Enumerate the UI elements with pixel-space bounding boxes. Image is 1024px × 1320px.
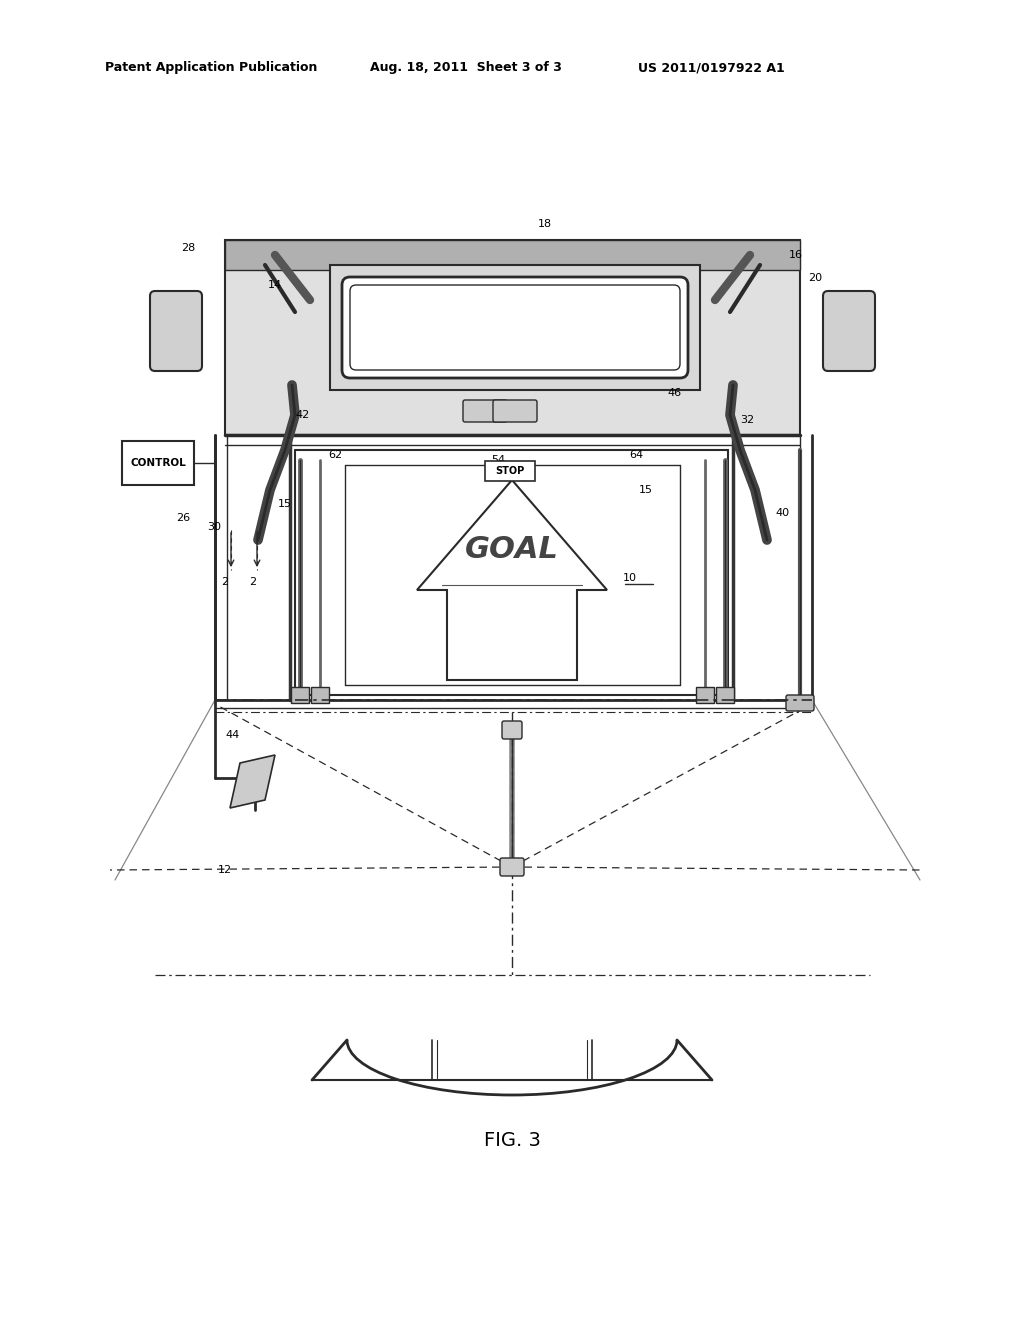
Text: 12: 12 — [218, 865, 232, 875]
FancyBboxPatch shape — [493, 400, 537, 422]
Text: Patent Application Publication: Patent Application Publication — [105, 62, 317, 74]
Text: STOP: STOP — [496, 466, 524, 477]
Text: CONTROL: CONTROL — [130, 458, 186, 469]
Text: 44: 44 — [226, 730, 240, 741]
Text: 28: 28 — [181, 243, 196, 253]
Text: 14: 14 — [268, 280, 282, 290]
FancyBboxPatch shape — [502, 721, 522, 739]
Text: 10: 10 — [623, 573, 637, 583]
FancyBboxPatch shape — [122, 441, 194, 484]
Polygon shape — [225, 240, 800, 436]
Text: US 2011/0197922 A1: US 2011/0197922 A1 — [638, 62, 784, 74]
Polygon shape — [225, 240, 800, 271]
Text: GOAL: GOAL — [465, 536, 559, 565]
Text: FIG. 3: FIG. 3 — [483, 1130, 541, 1150]
Text: 46: 46 — [667, 388, 681, 399]
Text: 40: 40 — [775, 508, 790, 517]
Text: 15: 15 — [639, 484, 653, 495]
Text: Aug. 18, 2011  Sheet 3 of 3: Aug. 18, 2011 Sheet 3 of 3 — [370, 62, 562, 74]
Text: 42: 42 — [296, 411, 310, 420]
Text: 32: 32 — [740, 414, 754, 425]
Text: 62: 62 — [328, 450, 342, 459]
Text: 64: 64 — [629, 450, 643, 459]
Text: 54: 54 — [490, 455, 505, 465]
FancyBboxPatch shape — [342, 277, 688, 378]
FancyBboxPatch shape — [786, 696, 814, 711]
FancyBboxPatch shape — [463, 400, 507, 422]
FancyBboxPatch shape — [311, 686, 329, 704]
FancyBboxPatch shape — [291, 686, 309, 704]
Text: 2: 2 — [221, 577, 228, 587]
FancyBboxPatch shape — [823, 290, 874, 371]
Text: 18: 18 — [538, 219, 552, 228]
FancyBboxPatch shape — [485, 461, 535, 480]
FancyBboxPatch shape — [500, 858, 524, 876]
Polygon shape — [230, 755, 275, 808]
Text: 20: 20 — [808, 273, 822, 282]
Text: 16: 16 — [790, 249, 803, 260]
Text: 15: 15 — [278, 499, 292, 510]
Text: 26: 26 — [176, 513, 190, 523]
Text: 2: 2 — [250, 577, 257, 587]
FancyBboxPatch shape — [150, 290, 202, 371]
FancyBboxPatch shape — [716, 686, 734, 704]
Polygon shape — [330, 265, 700, 389]
Text: 30: 30 — [207, 521, 221, 532]
FancyBboxPatch shape — [696, 686, 714, 704]
